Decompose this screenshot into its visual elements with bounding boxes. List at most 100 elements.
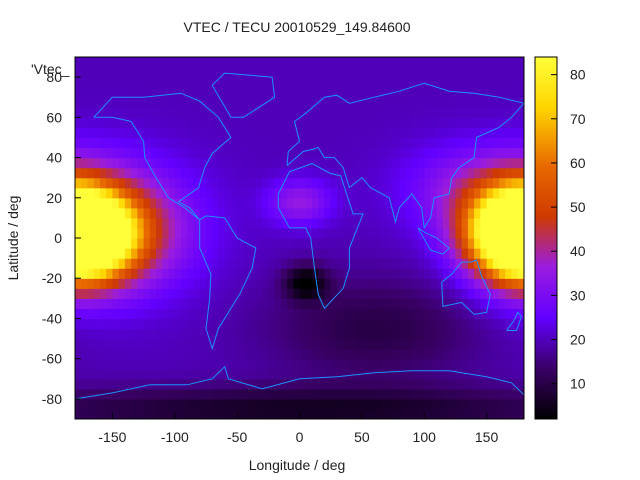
heatmap-cell xyxy=(511,57,519,68)
heatmap-cell xyxy=(405,328,413,340)
heatmap-cell xyxy=(405,87,413,98)
heatmap-cell xyxy=(386,207,394,219)
heatmap-cell xyxy=(393,288,400,299)
heatmap-cell xyxy=(405,127,413,139)
heatmap-cell xyxy=(224,408,232,419)
heatmap-cell xyxy=(93,278,101,289)
heatmap-cell xyxy=(461,147,469,159)
heatmap-cell xyxy=(162,107,170,118)
heatmap-cell xyxy=(442,308,450,320)
heatmap-cell xyxy=(499,157,506,169)
heatmap-cell xyxy=(280,77,288,88)
heatmap-cell xyxy=(368,268,375,279)
heatmap-cell xyxy=(430,227,438,239)
heatmap-cell xyxy=(212,268,220,279)
heatmap-cell xyxy=(368,398,375,410)
heatmap-cell xyxy=(411,268,419,279)
heatmap-cell xyxy=(480,368,488,380)
heatmap-cell xyxy=(287,227,294,239)
heatmap-cell xyxy=(480,167,488,179)
heatmap-cell xyxy=(99,207,107,219)
heatmap-cell xyxy=(212,207,220,219)
heatmap-cell xyxy=(492,408,500,419)
heatmap-cell xyxy=(492,328,500,340)
heatmap-cell xyxy=(343,127,350,139)
heatmap-cell xyxy=(218,368,226,380)
heatmap-cell xyxy=(318,288,326,299)
heatmap-cell xyxy=(449,117,457,128)
heatmap-cell xyxy=(212,177,220,189)
heatmap-cell xyxy=(255,117,263,128)
heatmap-cell xyxy=(75,57,82,68)
heatmap-cell xyxy=(106,388,114,400)
heatmap-cell xyxy=(424,398,432,410)
heatmap-cell xyxy=(424,137,432,149)
heatmap-cell xyxy=(492,238,500,249)
heatmap-cell xyxy=(411,338,419,350)
heatmap-cell xyxy=(424,308,432,320)
heatmap-cell xyxy=(218,338,226,350)
heatmap-cell xyxy=(486,197,494,209)
heatmap-cell xyxy=(81,348,89,360)
heatmap-cell xyxy=(187,77,195,88)
heatmap-cell xyxy=(255,268,263,279)
heatmap-cell xyxy=(230,127,238,139)
heatmap-cell xyxy=(287,318,294,330)
heatmap-cell xyxy=(87,268,95,279)
heatmap-cell xyxy=(368,358,375,370)
heatmap-cell xyxy=(505,137,513,149)
heatmap-cell xyxy=(442,127,450,139)
heatmap-cell xyxy=(106,147,114,159)
heatmap-cell xyxy=(205,328,213,340)
heatmap-cell xyxy=(492,87,500,98)
heatmap-cell xyxy=(293,388,301,400)
heatmap-cell xyxy=(137,107,145,118)
heatmap-cell xyxy=(137,67,145,78)
heatmap-cell xyxy=(174,97,182,108)
heatmap-cell xyxy=(318,248,326,259)
heatmap-cell xyxy=(280,298,288,309)
heatmap-cell xyxy=(118,117,126,128)
heatmap-cell xyxy=(449,87,457,98)
heatmap-cell xyxy=(131,77,138,88)
heatmap-cell xyxy=(368,97,375,108)
heatmap-cell xyxy=(480,238,488,249)
heatmap-cell xyxy=(324,368,332,380)
heatmap-cell xyxy=(330,177,338,189)
heatmap-cell xyxy=(237,268,244,279)
heatmap-cell xyxy=(149,348,157,360)
heatmap-cell xyxy=(280,288,288,299)
heatmap-cell xyxy=(243,227,251,239)
heatmap-cell xyxy=(156,268,163,279)
heatmap-cell xyxy=(355,338,363,350)
heatmap-cell xyxy=(380,127,388,139)
heatmap-cell xyxy=(181,388,188,400)
heatmap-cell xyxy=(93,177,101,189)
heatmap-cell xyxy=(492,167,500,179)
heatmap-cell xyxy=(112,207,120,219)
heatmap-cell xyxy=(118,238,126,249)
heatmap-cell xyxy=(174,278,182,289)
heatmap-cell xyxy=(149,298,157,309)
heatmap-cell xyxy=(237,97,244,108)
heatmap-cell xyxy=(262,127,269,139)
heatmap-cell xyxy=(399,278,407,289)
heatmap-cell xyxy=(168,308,176,320)
heatmap-cell xyxy=(511,248,519,259)
heatmap-cell xyxy=(181,107,188,118)
heatmap-cell xyxy=(162,57,170,68)
heatmap-cell xyxy=(212,278,220,289)
heatmap-cell xyxy=(380,338,388,350)
heatmap-cell xyxy=(112,227,120,239)
heatmap-cell xyxy=(81,238,89,249)
heatmap-cell xyxy=(212,67,220,78)
heatmap-cell xyxy=(193,288,201,299)
heatmap-cell xyxy=(262,298,269,309)
heatmap-cell xyxy=(212,338,220,350)
heatmap-cell xyxy=(330,217,338,229)
heatmap-cell xyxy=(311,97,319,108)
heatmap-cell xyxy=(349,227,357,239)
heatmap-cell xyxy=(486,368,494,380)
heatmap-cell xyxy=(112,268,120,279)
heatmap-cell xyxy=(311,187,319,199)
